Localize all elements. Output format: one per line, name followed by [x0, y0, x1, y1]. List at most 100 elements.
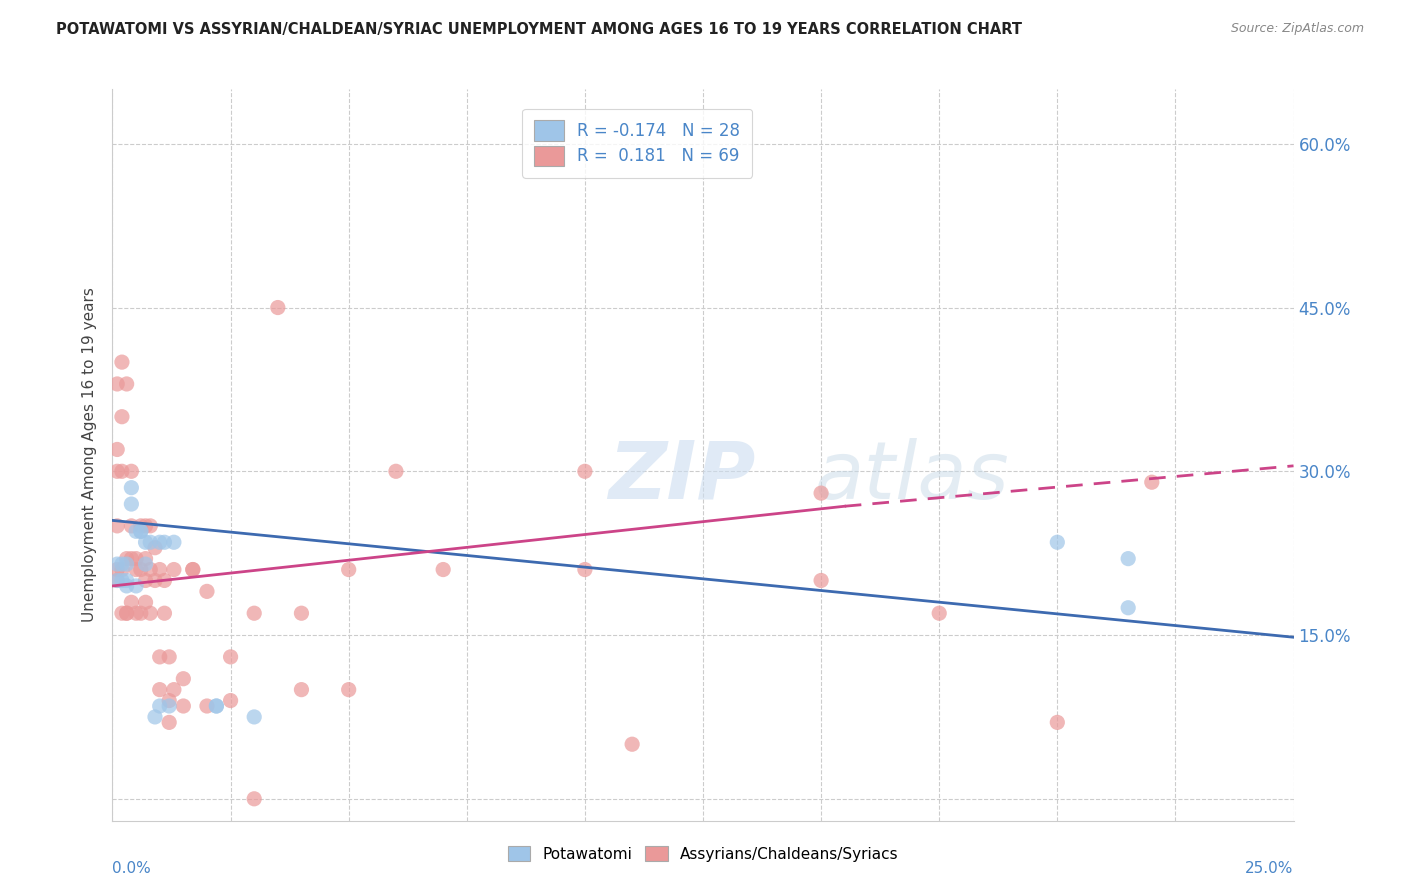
Point: [135, 574, 157, 588]
Point: [432, 563, 454, 577]
Point: [111, 355, 134, 369]
Point: [153, 535, 176, 549]
Point: [139, 563, 162, 577]
Point: [129, 606, 152, 620]
Point: [120, 481, 142, 495]
Point: [111, 606, 134, 620]
Point: [574, 563, 596, 577]
Point: [219, 649, 242, 664]
Point: [139, 519, 162, 533]
Point: [243, 710, 266, 724]
Point: [267, 301, 290, 315]
Point: [105, 519, 128, 533]
Point: [143, 541, 166, 555]
Point: [105, 563, 128, 577]
Point: [125, 606, 148, 620]
Point: [1116, 551, 1139, 566]
Point: [149, 535, 172, 549]
Point: [120, 464, 142, 478]
Point: [574, 464, 596, 478]
Point: [143, 710, 166, 724]
Point: [337, 682, 360, 697]
Point: [243, 606, 266, 620]
Point: [105, 376, 128, 391]
Point: [111, 409, 134, 424]
Point: [115, 606, 138, 620]
Point: [157, 693, 180, 707]
Point: [111, 574, 134, 588]
Point: [125, 563, 148, 577]
Point: [135, 535, 157, 549]
Text: ZIP: ZIP: [609, 438, 756, 516]
Point: [195, 698, 218, 713]
Point: [105, 557, 128, 571]
Point: [120, 551, 142, 566]
Point: [157, 698, 180, 713]
Point: [149, 698, 172, 713]
Point: [115, 551, 138, 566]
Point: [120, 595, 142, 609]
Point: [139, 606, 162, 620]
Point: [385, 464, 408, 478]
Point: [120, 519, 142, 533]
Point: [129, 563, 152, 577]
Point: [115, 579, 138, 593]
Point: [149, 563, 172, 577]
Text: POTAWATOMI VS ASSYRIAN/CHALDEAN/SYRIAC UNEMPLOYMENT AMONG AGES 16 TO 19 YEARS CO: POTAWATOMI VS ASSYRIAN/CHALDEAN/SYRIAC U…: [56, 22, 1022, 37]
Text: 25.0%: 25.0%: [1246, 861, 1294, 876]
Point: [120, 497, 142, 511]
Point: [1116, 600, 1139, 615]
Point: [810, 574, 832, 588]
Point: [143, 574, 166, 588]
Point: [105, 464, 128, 478]
Point: [129, 524, 152, 539]
Point: [105, 574, 128, 588]
Point: [135, 551, 157, 566]
Point: [125, 579, 148, 593]
Point: [181, 563, 204, 577]
Text: 0.0%: 0.0%: [112, 861, 152, 876]
Point: [135, 519, 157, 533]
Point: [337, 563, 360, 577]
Point: [195, 584, 218, 599]
Point: [219, 693, 242, 707]
Point: [105, 442, 128, 457]
Point: [157, 649, 180, 664]
Text: Source: ZipAtlas.com: Source: ZipAtlas.com: [1230, 22, 1364, 36]
Point: [153, 574, 176, 588]
Point: [243, 792, 266, 806]
Point: [205, 698, 228, 713]
Point: [139, 535, 162, 549]
Point: [111, 464, 134, 478]
Point: [115, 376, 138, 391]
Point: [149, 649, 172, 664]
Point: [105, 574, 128, 588]
Point: [115, 574, 138, 588]
Point: [163, 682, 186, 697]
Point: [149, 682, 172, 697]
Point: [125, 551, 148, 566]
Text: atlas: atlas: [815, 438, 1010, 516]
Point: [111, 557, 134, 571]
Point: [157, 715, 180, 730]
Point: [1046, 715, 1069, 730]
Point: [129, 519, 152, 533]
Y-axis label: Unemployment Among Ages 16 to 19 years: Unemployment Among Ages 16 to 19 years: [82, 287, 97, 623]
Point: [135, 557, 157, 571]
Point: [1140, 475, 1163, 490]
Point: [621, 737, 644, 751]
Point: [115, 606, 138, 620]
Point: [810, 486, 832, 500]
Point: [290, 682, 312, 697]
Point: [111, 563, 134, 577]
Point: [172, 698, 194, 713]
Point: [1046, 535, 1069, 549]
Point: [135, 595, 157, 609]
Point: [172, 672, 194, 686]
Point: [290, 606, 312, 620]
Point: [181, 563, 204, 577]
Point: [153, 606, 176, 620]
Point: [205, 698, 228, 713]
Point: [163, 535, 186, 549]
Point: [163, 563, 186, 577]
